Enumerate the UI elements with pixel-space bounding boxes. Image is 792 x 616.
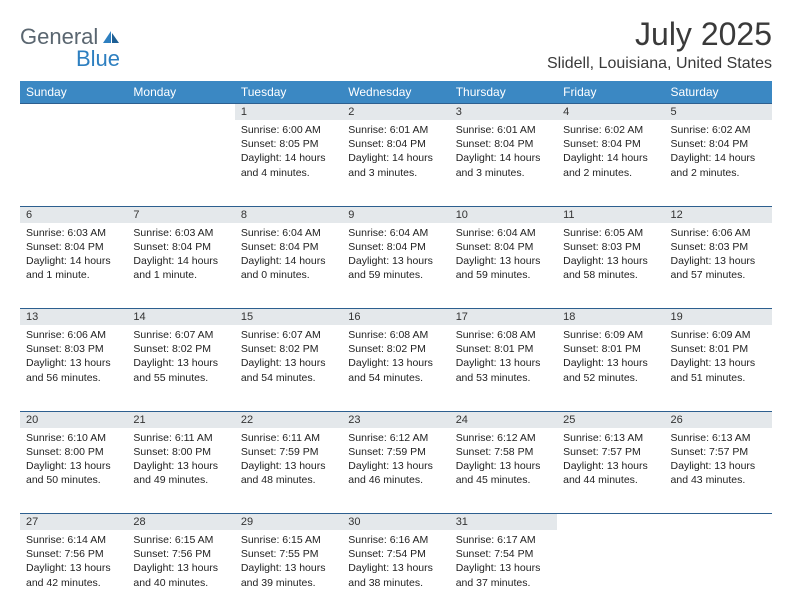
header: GeneralBlue July 2025 Slidell, Louisiana…	[20, 16, 772, 73]
day-body-cell: Sunrise: 6:03 AMSunset: 8:04 PMDaylight:…	[20, 223, 127, 309]
day-number-cell	[665, 514, 772, 531]
day-body-cell: Sunrise: 6:01 AMSunset: 8:04 PMDaylight:…	[342, 120, 449, 206]
day-body-cell: Sunrise: 6:00 AMSunset: 8:05 PMDaylight:…	[235, 120, 342, 206]
day-body-cell: Sunrise: 6:08 AMSunset: 8:01 PMDaylight:…	[450, 325, 557, 411]
day-body-cell: Sunrise: 6:09 AMSunset: 8:01 PMDaylight:…	[665, 325, 772, 411]
title-block: July 2025 Slidell, Louisiana, United Sta…	[547, 16, 772, 73]
day-body-cell: Sunrise: 6:09 AMSunset: 8:01 PMDaylight:…	[557, 325, 664, 411]
day-body-cell: Sunrise: 6:16 AMSunset: 7:54 PMDaylight:…	[342, 530, 449, 616]
weekday-header-row: Sunday Monday Tuesday Wednesday Thursday…	[20, 81, 772, 104]
day-body-cell: Sunrise: 6:17 AMSunset: 7:54 PMDaylight:…	[450, 530, 557, 616]
location: Slidell, Louisiana, United States	[547, 55, 772, 73]
calendar-table: Sunday Monday Tuesday Wednesday Thursday…	[20, 81, 772, 616]
day-body-cell: Sunrise: 6:02 AMSunset: 8:04 PMDaylight:…	[665, 120, 772, 206]
day-number-cell: 7	[127, 206, 234, 223]
day-body-cell: Sunrise: 6:15 AMSunset: 7:56 PMDaylight:…	[127, 530, 234, 616]
day-number-cell: 6	[20, 206, 127, 223]
day-body-cell: Sunrise: 6:13 AMSunset: 7:57 PMDaylight:…	[665, 428, 772, 514]
day-number-cell: 21	[127, 411, 234, 428]
day-number-cell: 20	[20, 411, 127, 428]
day-number-cell: 1	[235, 104, 342, 121]
day-number-cell: 31	[450, 514, 557, 531]
weekday-header: Sunday	[20, 81, 127, 104]
day-body-cell: Sunrise: 6:08 AMSunset: 8:02 PMDaylight:…	[342, 325, 449, 411]
day-body-cell: Sunrise: 6:14 AMSunset: 7:56 PMDaylight:…	[20, 530, 127, 616]
day-body-cell: Sunrise: 6:06 AMSunset: 8:03 PMDaylight:…	[20, 325, 127, 411]
day-body-cell	[20, 120, 127, 206]
weekday-header: Monday	[127, 81, 234, 104]
day-number-cell: 19	[665, 309, 772, 326]
day-number-row: 13141516171819	[20, 309, 772, 326]
day-number-cell: 10	[450, 206, 557, 223]
day-number-cell	[20, 104, 127, 121]
day-number-cell: 25	[557, 411, 664, 428]
day-number-cell: 18	[557, 309, 664, 326]
day-body-cell: Sunrise: 6:05 AMSunset: 8:03 PMDaylight:…	[557, 223, 664, 309]
day-body-cell: Sunrise: 6:01 AMSunset: 8:04 PMDaylight:…	[450, 120, 557, 206]
day-body-cell	[127, 120, 234, 206]
day-body-cell: Sunrise: 6:04 AMSunset: 8:04 PMDaylight:…	[450, 223, 557, 309]
day-number-cell: 14	[127, 309, 234, 326]
day-body-cell: Sunrise: 6:12 AMSunset: 7:58 PMDaylight:…	[450, 428, 557, 514]
day-number-cell	[557, 514, 664, 531]
day-number-cell: 22	[235, 411, 342, 428]
day-number-cell: 15	[235, 309, 342, 326]
day-number-cell: 17	[450, 309, 557, 326]
weekday-header: Saturday	[665, 81, 772, 104]
day-body-cell: Sunrise: 6:12 AMSunset: 7:59 PMDaylight:…	[342, 428, 449, 514]
day-number-row: 12345	[20, 104, 772, 121]
day-body-cell: Sunrise: 6:02 AMSunset: 8:04 PMDaylight:…	[557, 120, 664, 206]
logo-text-blue: Blue	[76, 46, 120, 71]
day-body-cell	[665, 530, 772, 616]
weekday-header: Thursday	[450, 81, 557, 104]
day-number-cell: 29	[235, 514, 342, 531]
day-number-cell: 28	[127, 514, 234, 531]
day-number-cell	[127, 104, 234, 121]
day-number-cell: 23	[342, 411, 449, 428]
day-number-cell: 3	[450, 104, 557, 121]
day-body-cell: Sunrise: 6:10 AMSunset: 8:00 PMDaylight:…	[20, 428, 127, 514]
day-body-cell: Sunrise: 6:06 AMSunset: 8:03 PMDaylight:…	[665, 223, 772, 309]
day-number-cell: 8	[235, 206, 342, 223]
day-body-cell: Sunrise: 6:03 AMSunset: 8:04 PMDaylight:…	[127, 223, 234, 309]
day-number-cell: 11	[557, 206, 664, 223]
day-number-cell: 9	[342, 206, 449, 223]
day-number-row: 2728293031	[20, 514, 772, 531]
logo-sail-icon	[102, 30, 120, 44]
weekday-header: Wednesday	[342, 81, 449, 104]
day-number-cell: 27	[20, 514, 127, 531]
day-number-cell: 24	[450, 411, 557, 428]
day-body-row: Sunrise: 6:14 AMSunset: 7:56 PMDaylight:…	[20, 530, 772, 616]
day-number-row: 20212223242526	[20, 411, 772, 428]
day-body-row: Sunrise: 6:03 AMSunset: 8:04 PMDaylight:…	[20, 223, 772, 309]
day-number-cell: 26	[665, 411, 772, 428]
day-body-cell: Sunrise: 6:11 AMSunset: 8:00 PMDaylight:…	[127, 428, 234, 514]
day-number-row: 6789101112	[20, 206, 772, 223]
day-body-row: Sunrise: 6:10 AMSunset: 8:00 PMDaylight:…	[20, 428, 772, 514]
day-body-cell: Sunrise: 6:07 AMSunset: 8:02 PMDaylight:…	[235, 325, 342, 411]
day-body-cell: Sunrise: 6:11 AMSunset: 7:59 PMDaylight:…	[235, 428, 342, 514]
day-number-cell: 12	[665, 206, 772, 223]
day-body-cell	[557, 530, 664, 616]
day-number-cell: 5	[665, 104, 772, 121]
weekday-header: Friday	[557, 81, 664, 104]
day-number-cell: 30	[342, 514, 449, 531]
day-number-cell: 16	[342, 309, 449, 326]
weekday-header: Tuesday	[235, 81, 342, 104]
day-body-cell: Sunrise: 6:04 AMSunset: 8:04 PMDaylight:…	[235, 223, 342, 309]
day-body-cell: Sunrise: 6:04 AMSunset: 8:04 PMDaylight:…	[342, 223, 449, 309]
day-body-row: Sunrise: 6:06 AMSunset: 8:03 PMDaylight:…	[20, 325, 772, 411]
day-number-cell: 13	[20, 309, 127, 326]
day-body-row: Sunrise: 6:00 AMSunset: 8:05 PMDaylight:…	[20, 120, 772, 206]
day-number-cell: 4	[557, 104, 664, 121]
day-body-cell: Sunrise: 6:15 AMSunset: 7:55 PMDaylight:…	[235, 530, 342, 616]
day-body-cell: Sunrise: 6:13 AMSunset: 7:57 PMDaylight:…	[557, 428, 664, 514]
day-body-cell: Sunrise: 6:07 AMSunset: 8:02 PMDaylight:…	[127, 325, 234, 411]
day-number-cell: 2	[342, 104, 449, 121]
month-title: July 2025	[547, 16, 772, 53]
